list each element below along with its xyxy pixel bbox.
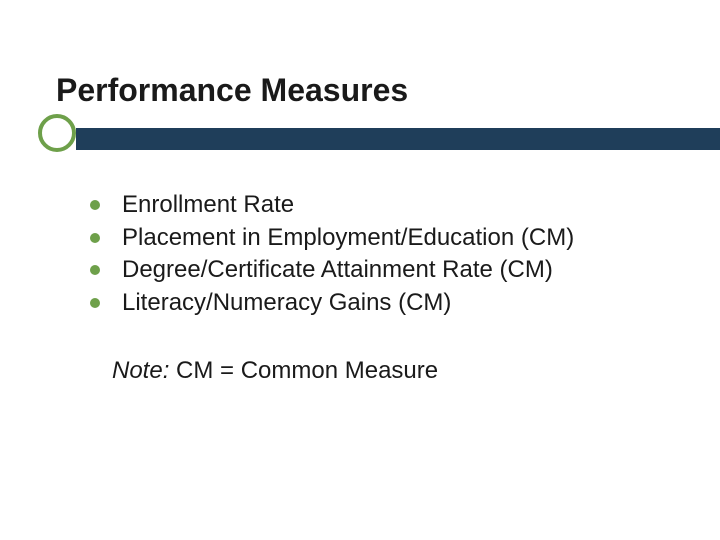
accent-decoration: [0, 122, 720, 144]
note-line: Note: CM = Common Measure: [112, 357, 660, 385]
title-region: Performance Measures: [56, 72, 680, 115]
list-item: Degree/Certificate Attainment Rate (CM): [90, 255, 660, 286]
list-item: Placement in Employment/Education (CM): [90, 223, 660, 254]
bullet-icon: [90, 233, 100, 243]
accent-circle-icon: [38, 114, 76, 152]
bullet-list: Enrollment Rate Placement in Employment/…: [90, 190, 660, 319]
content-region: Enrollment Rate Placement in Employment/…: [90, 190, 660, 385]
note-text: CM = Common Measure: [169, 357, 438, 384]
bullet-icon: [90, 200, 100, 210]
bullet-text: Literacy/Numeracy Gains (CM): [122, 288, 451, 319]
bullet-text: Placement in Employment/Education (CM): [122, 223, 574, 254]
note-label: Note:: [112, 357, 169, 384]
bullet-icon: [90, 298, 100, 308]
list-item: Literacy/Numeracy Gains (CM): [90, 288, 660, 319]
bullet-icon: [90, 265, 100, 275]
slide-title: Performance Measures: [56, 72, 680, 109]
accent-bar: [76, 128, 720, 150]
slide: Performance Measures Enrollment Rate Pla…: [0, 0, 720, 540]
list-item: Enrollment Rate: [90, 190, 660, 221]
bullet-text: Enrollment Rate: [122, 190, 294, 221]
bullet-text: Degree/Certificate Attainment Rate (CM): [122, 255, 553, 286]
